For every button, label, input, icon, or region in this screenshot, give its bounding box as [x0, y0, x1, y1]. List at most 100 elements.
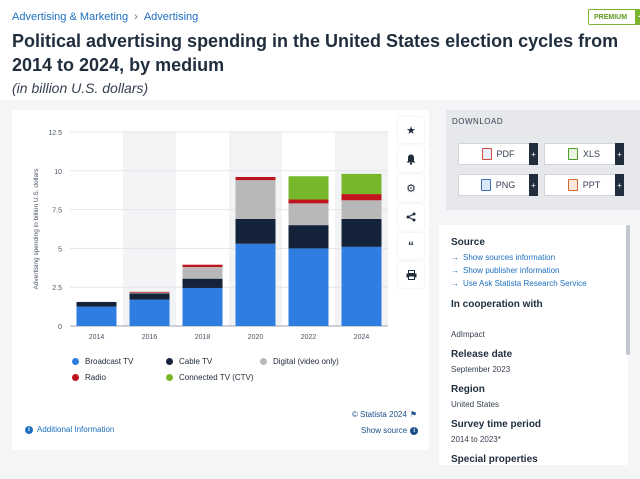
- bar-segment: [341, 218, 382, 247]
- y-tick-label: 5: [58, 246, 62, 253]
- breadcrumb-item-advertising[interactable]: Advertising: [143, 11, 199, 23]
- legend-dot: [260, 358, 267, 365]
- cooperation-heading: In cooperation with: [451, 299, 543, 310]
- bar-segment: [235, 218, 276, 244]
- bar-segment: [288, 203, 329, 226]
- bar-segment: [182, 278, 223, 288]
- cite-button[interactable]: “: [398, 233, 424, 259]
- bar-segment: [341, 200, 382, 219]
- release-date-value: September 2023: [451, 365, 511, 374]
- ask-statista-link[interactable]: → Use Ask Statista Research Service: [451, 279, 587, 288]
- chevron-right-icon: ›: [134, 11, 138, 23]
- survey-period-heading: Survey time period: [451, 419, 542, 430]
- star-icon: ★: [406, 124, 416, 137]
- arrow-right-icon: →: [451, 253, 459, 262]
- bar-segment: [341, 246, 382, 326]
- bar-segment: [129, 293, 170, 300]
- statista-credit[interactable]: © Statista 2024 ⚑: [352, 410, 417, 419]
- legend-dot: [166, 358, 173, 365]
- y-tick-label: 12.5: [48, 130, 62, 137]
- bar-segment: [235, 177, 276, 181]
- show-source-link[interactable]: Show source i: [361, 426, 419, 435]
- bar-segment: [235, 243, 276, 326]
- breadcrumb-item-advertising-marketing[interactable]: Advertising & Marketing: [12, 11, 129, 23]
- share-button[interactable]: [398, 204, 424, 230]
- download-png-label: PNG: [495, 180, 516, 190]
- download-ppt-button[interactable]: PPT +: [544, 174, 624, 196]
- ppt-file-icon: [567, 179, 578, 191]
- plus-icon: +: [635, 9, 640, 25]
- statista-credit-text: © Statista 2024: [352, 410, 407, 419]
- show-source-label: Show source: [361, 426, 408, 435]
- y-tick-label: 10: [54, 169, 62, 176]
- bar-segment: [288, 248, 329, 326]
- arrow-right-icon: →: [451, 266, 459, 275]
- download-ppt-label: PPT: [582, 180, 601, 190]
- region-heading: Region: [451, 384, 485, 395]
- info-icon: i: [25, 425, 33, 434]
- bar-segment: [235, 180, 276, 219]
- show-publisher-link[interactable]: → Show publisher information: [451, 266, 560, 275]
- legend-digital-video[interactable]: Digital (video only): [260, 357, 339, 366]
- show-publisher-label: Show publisher information: [463, 266, 560, 275]
- show-sources-label: Show sources information: [463, 253, 556, 262]
- arrow-right-icon: →: [451, 279, 459, 288]
- x-tick-label: 2018: [195, 334, 211, 341]
- bar-segment: [129, 291, 170, 293]
- flag-icon: ⚑: [409, 410, 417, 419]
- legend-connected-tv[interactable]: Connected TV (CTV): [166, 373, 254, 382]
- chart-card: 0 2.5 5 7.5 10 12.5 Advertising spending in bi…: [12, 110, 429, 450]
- xls-file-icon: [567, 148, 578, 160]
- legend-dot: [72, 374, 79, 381]
- bar-segment: [288, 225, 329, 249]
- premium-label: PREMIUM: [594, 13, 628, 21]
- bar-segment: [129, 299, 170, 326]
- settings-button[interactable]: ⚙: [398, 175, 424, 201]
- bar-segment: [288, 176, 329, 200]
- additional-information-link[interactable]: i Additional Information: [25, 425, 114, 434]
- bar-segment: [76, 301, 117, 307]
- legend-label: Connected TV (CTV): [179, 373, 254, 382]
- legend-dot: [72, 358, 79, 365]
- y-axis-title: Advertising spending in billion U.S. dol…: [33, 168, 40, 290]
- bar-segment: [182, 267, 223, 279]
- download-xls-button[interactable]: XLS +: [544, 143, 624, 165]
- print-button[interactable]: [398, 262, 424, 288]
- y-tick-label: 2.5: [52, 285, 62, 292]
- y-tick-label: 0: [58, 324, 62, 331]
- x-tick-label: 2016: [142, 334, 158, 341]
- source-panel: Source → Show sources information → Show…: [439, 225, 628, 465]
- y-tick-label: 7.5: [52, 208, 62, 215]
- legend-cable-tv[interactable]: Cable TV: [166, 357, 212, 366]
- notification-button[interactable]: [398, 146, 424, 172]
- release-date-heading: Release date: [451, 349, 513, 360]
- x-tick-label: 2020: [248, 334, 264, 341]
- plus-icon: +: [529, 143, 538, 165]
- bar-segment: [182, 287, 223, 326]
- share-icon: [406, 212, 416, 222]
- legend-radio[interactable]: Radio: [72, 373, 106, 382]
- x-tick-label: 2024: [354, 334, 370, 341]
- download-pdf-button[interactable]: PDF +: [458, 143, 538, 165]
- legend-label: Digital (video only): [273, 357, 339, 366]
- legend-broadcast-tv[interactable]: Broadcast TV: [72, 357, 133, 366]
- source-panel-scrollbar[interactable]: [626, 225, 630, 355]
- show-sources-link[interactable]: → Show sources information: [451, 253, 555, 262]
- png-file-icon: [480, 179, 491, 191]
- plus-icon: +: [615, 174, 624, 196]
- download-xls-label: XLS: [582, 149, 600, 159]
- chart-toolbar: ★ ⚙ “: [398, 117, 424, 291]
- cooperation-value: AdImpact: [451, 330, 485, 339]
- bar-segment: [182, 264, 223, 268]
- legend-label: Radio: [85, 373, 106, 382]
- page-title: Political advertising spending in the Un…: [12, 31, 619, 75]
- favorite-button[interactable]: ★: [398, 117, 424, 143]
- legend-label: Broadcast TV: [85, 357, 134, 366]
- premium-badge[interactable]: PREMIUM +: [588, 9, 640, 25]
- breadcrumb: Advertising & Marketing › Advertising: [12, 11, 198, 23]
- info-icon: i: [410, 426, 419, 435]
- plus-icon: +: [529, 174, 538, 196]
- download-png-button[interactable]: PNG +: [458, 174, 538, 196]
- download-pdf-label: PDF: [496, 149, 515, 159]
- legend-dot: [166, 374, 173, 381]
